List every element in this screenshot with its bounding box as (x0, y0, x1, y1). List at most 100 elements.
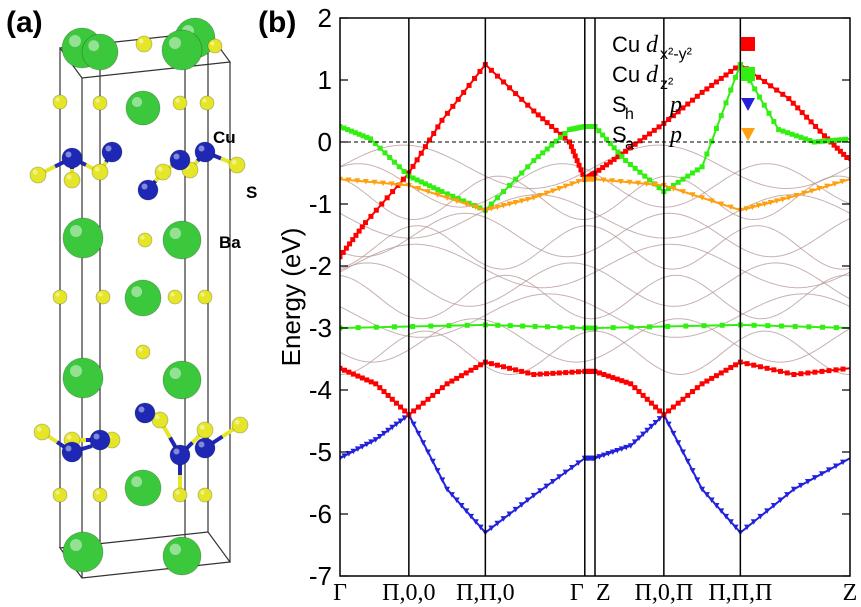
series-marker (635, 180, 642, 187)
s-atom (199, 95, 215, 111)
series-marker (762, 79, 768, 85)
series-marker (385, 427, 392, 434)
series-marker (596, 128, 602, 134)
series-marker (562, 469, 569, 476)
s-atom-highlight (200, 490, 205, 495)
series-marker (797, 482, 804, 489)
series-marker (709, 375, 715, 381)
series-marker (411, 408, 417, 414)
y-axis: -7 -6 -5 -4 -3 -2 -1 0 1 2 (309, 3, 850, 591)
series-marker (844, 155, 850, 160)
series-marker (580, 172, 586, 178)
series-marker (439, 117, 445, 123)
y-tick-label: 0 (318, 127, 332, 157)
panel-a-label: (a) (6, 6, 43, 39)
series-marker (834, 137, 840, 143)
s-atom (33, 423, 51, 441)
series-marker (648, 400, 654, 406)
ba-atom (161, 29, 203, 71)
series-marker (644, 396, 650, 402)
series-marker (519, 170, 525, 176)
series-marker (446, 323, 452, 329)
series-marker (780, 91, 786, 97)
series-marker (454, 375, 460, 381)
series-marker (656, 124, 662, 130)
series-marker (519, 368, 525, 374)
series-marker (723, 100, 729, 106)
series-marker (507, 85, 513, 91)
s-atom (228, 156, 246, 174)
legend-prefix: S (612, 92, 627, 117)
series-marker (389, 396, 395, 402)
series-marker (488, 201, 494, 207)
series-marker (713, 79, 719, 85)
s-atom (137, 232, 153, 248)
series-marker (340, 124, 343, 129)
s-atom-highlight (94, 166, 100, 172)
s-atom (92, 95, 108, 111)
series-marker (513, 367, 519, 373)
series-marker (807, 137, 813, 143)
series-marker (770, 502, 777, 509)
series-marker (831, 142, 837, 148)
s-atom-highlight (234, 419, 240, 425)
series-marker (733, 362, 739, 368)
legend-marker (741, 67, 755, 81)
s-atom-highlight (175, 490, 180, 495)
series-marker (791, 372, 797, 377)
series-marker (832, 463, 839, 469)
series-marker (371, 179, 378, 186)
cu-atom-highlight (93, 433, 100, 440)
series-marker (689, 192, 696, 198)
series-layer (340, 62, 850, 536)
series-marker (535, 154, 541, 160)
series-marker (544, 120, 550, 126)
series-marker (635, 435, 642, 442)
x-tick-label: Π,Π,Π (708, 580, 772, 606)
series-marker (640, 392, 646, 398)
series-marker (685, 101, 691, 107)
series-marker (632, 141, 638, 147)
series-marker (780, 128, 786, 134)
s-atom-highlight (202, 98, 207, 103)
series-marker (525, 102, 531, 108)
series-marker (424, 449, 431, 455)
series-marker (400, 176, 406, 182)
series-marker (779, 196, 786, 203)
series-marker (607, 159, 613, 165)
series-marker (761, 201, 768, 207)
series-marker (360, 133, 366, 139)
series-marker (756, 74, 762, 80)
series-marker (743, 206, 750, 212)
series-marker (531, 372, 537, 377)
series-marker (392, 324, 398, 330)
ba-atom-highlight (70, 365, 82, 377)
series-marker (718, 75, 724, 81)
series-marker (562, 135, 568, 141)
series-marker (415, 430, 422, 437)
series-marker (786, 96, 792, 102)
series-marker (708, 497, 715, 504)
series-marker (568, 144, 574, 150)
series-marker (575, 179, 582, 185)
series-marker (562, 130, 568, 136)
x-tick-label: Γ (570, 580, 584, 606)
series-marker (524, 497, 531, 504)
series-marker (818, 471, 825, 477)
series-marker (690, 170, 696, 176)
series-marker (792, 323, 798, 329)
series-marker (576, 162, 582, 168)
series-marker (392, 159, 398, 165)
series-marker (557, 324, 563, 330)
series-3 (340, 359, 850, 418)
ba-atom-highlight (169, 227, 182, 240)
series-marker (501, 189, 507, 195)
series-marker (558, 134, 564, 140)
series-marker (410, 175, 416, 181)
series-marker (550, 370, 556, 376)
series-marker (778, 323, 784, 329)
s-atom-highlight (32, 169, 38, 175)
series-marker (525, 370, 531, 376)
series-marker (453, 497, 460, 504)
series-marker (418, 179, 424, 185)
